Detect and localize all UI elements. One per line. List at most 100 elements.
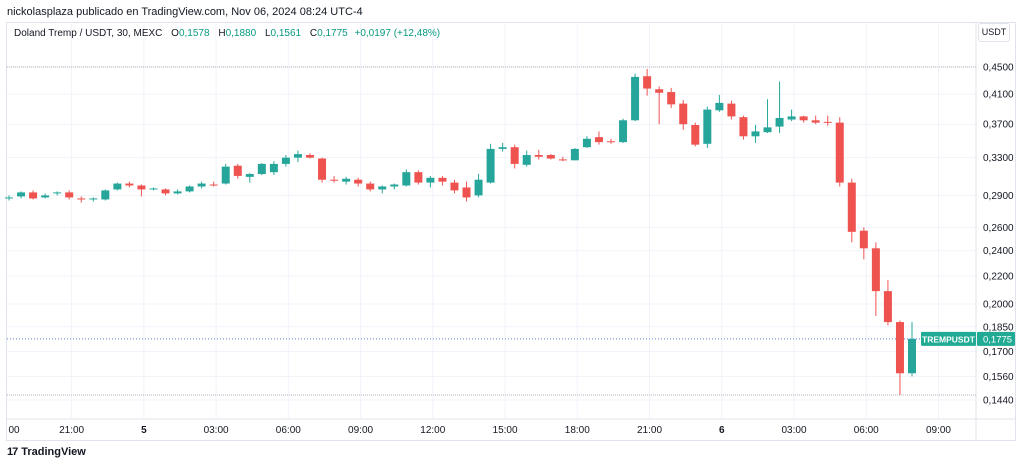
- candle-body: [245, 174, 254, 177]
- time-tick-label: 12:00: [420, 425, 445, 436]
- candle-body: [908, 338, 916, 374]
- candle-body: [29, 192, 38, 199]
- candle: [41, 193, 50, 199]
- candle: [847, 178, 856, 243]
- candle: [522, 150, 531, 167]
- candle: [510, 144, 519, 169]
- price-tick-label: 0,2400: [983, 246, 1014, 257]
- candle-body: [486, 148, 495, 183]
- publisher-byline: nickolasplaza publicado en TradingView.c…: [7, 6, 363, 18]
- candle: [655, 86, 664, 125]
- time-tick-label: 21:00: [637, 425, 662, 436]
- candle-body: [655, 89, 664, 93]
- chart-frame: [6, 22, 1016, 441]
- candle-body: [306, 154, 314, 158]
- time-tick-label: 06:00: [854, 425, 879, 436]
- candle-body: [65, 192, 74, 198]
- candle-body: [17, 192, 26, 197]
- time-tick-label: 15:00: [493, 425, 518, 436]
- tradingview-logo-icon: 17: [7, 446, 18, 458]
- candle: [570, 148, 579, 161]
- legend-close-value: 0,1775: [317, 28, 348, 39]
- legend-close-key: C: [309, 28, 318, 39]
- candle: [895, 320, 904, 395]
- price-tick-label: 0,1700: [983, 347, 1014, 358]
- candle-body: [149, 188, 158, 190]
- price-axis[interactable]: 0,4500 0,4100 0,3700 0,3300 0,2900 0,2600 0,24…: [983, 63, 1014, 407]
- price-tick-label: 0,4100: [983, 90, 1014, 101]
- candle: [486, 143, 495, 184]
- candle-body: [185, 186, 194, 192]
- price-tick-label: 0,2000: [983, 299, 1014, 310]
- price-tick-label: 0,1560: [983, 372, 1014, 383]
- candle: [631, 73, 640, 122]
- price-tick-label: 0,3300: [983, 153, 1014, 164]
- candle: [125, 181, 134, 188]
- candle-body: [450, 182, 459, 191]
- candle: [679, 99, 688, 130]
- candle: [390, 183, 399, 190]
- last-price-symbol-text: TREMPUSDT: [922, 334, 976, 344]
- candle: [354, 177, 363, 187]
- candle-body: [510, 147, 519, 164]
- candle: [402, 169, 411, 187]
- candle: [715, 94, 724, 112]
- candle-body: [522, 154, 531, 165]
- time-tick-label: 03:00: [204, 425, 229, 436]
- candle-body: [619, 120, 628, 143]
- candle-body: [534, 154, 543, 157]
- candle-body: [631, 76, 640, 121]
- candle: [619, 118, 628, 143]
- candle-body: [703, 109, 712, 144]
- candle: [426, 175, 435, 188]
- candle-body: [293, 154, 302, 158]
- candle-body: [173, 191, 182, 194]
- last-price-value-tag: [977, 331, 1015, 346]
- time-axis[interactable]: 00 21:00 5 03:00 06:00 09:00 12:00 15:00 18:00 21…: [8, 425, 951, 436]
- legend-high-key: H: [218, 28, 226, 39]
- candle: [823, 115, 832, 126]
- candle-body: [570, 148, 579, 161]
- price-tick-label: 0,1440: [983, 396, 1014, 407]
- tradingview-footer[interactable]: 17 TradingView: [7, 446, 86, 458]
- candle-body: [342, 178, 351, 182]
- candle-body: [691, 124, 700, 145]
- candle: [703, 106, 712, 149]
- candle: [835, 117, 844, 187]
- candle-body: [281, 157, 290, 164]
- candle-body: [582, 138, 591, 148]
- candle: [137, 184, 146, 197]
- candle: [534, 149, 543, 160]
- candle-body: [257, 163, 266, 175]
- candle-body: [101, 190, 110, 200]
- candle: [474, 174, 483, 198]
- candle: [113, 182, 122, 191]
- time-tick-label: 5: [141, 425, 147, 436]
- candle-body: [318, 158, 327, 180]
- candle-body: [799, 116, 808, 121]
- price-tick-label: 0,3700: [983, 120, 1014, 131]
- candle-body: [426, 177, 435, 183]
- candle: [462, 181, 471, 202]
- candle-body: [378, 186, 387, 190]
- candle: [209, 181, 218, 187]
- candle: [161, 188, 170, 196]
- time-tick-label: 21:00: [59, 425, 84, 436]
- candle: [546, 154, 555, 160]
- candle: [185, 185, 194, 193]
- ohlc-legend: Doland Tremp / USDT, 30, MEXC O0,1578 H0…: [14, 28, 440, 39]
- candle: [245, 173, 254, 183]
- candle-body: [89, 198, 98, 200]
- time-tick-label: 09:00: [926, 425, 951, 436]
- candle: [871, 242, 880, 316]
- candle: [739, 115, 748, 140]
- candle: [908, 322, 916, 377]
- candle-body: [859, 230, 868, 249]
- currency-button[interactable]: USDT: [978, 23, 1010, 42]
- candle: [643, 68, 652, 96]
- candle-body: [197, 183, 206, 187]
- candle-body: [137, 185, 146, 190]
- candle-body: [77, 198, 86, 200]
- candle-body: [474, 179, 483, 196]
